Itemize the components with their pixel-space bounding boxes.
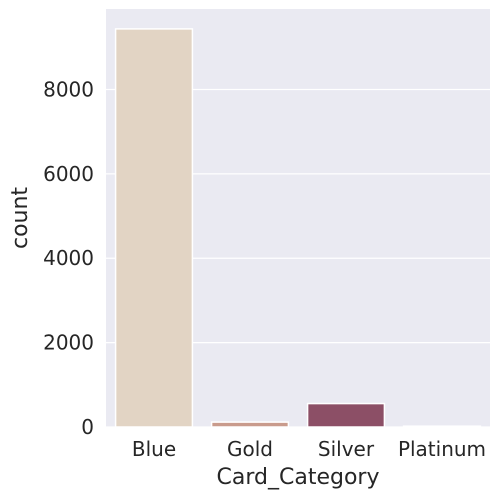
bar-blue xyxy=(114,28,194,428)
bar-gold xyxy=(210,421,290,428)
y-tick-label: 6000 xyxy=(43,162,94,186)
bar-platinum xyxy=(402,425,482,428)
x-axis-ticks: Blue Gold Silver Platinum xyxy=(132,437,486,461)
y-axis-ticks: 0 2000 4000 6000 8000 xyxy=(43,77,94,439)
x-tick-label: Silver xyxy=(318,437,375,461)
bar-silver xyxy=(306,402,386,428)
y-tick-label: 0 xyxy=(81,415,94,439)
y-axis-label: count xyxy=(8,187,33,249)
y-tick-label: 4000 xyxy=(43,246,94,270)
x-tick-label: Blue xyxy=(132,437,176,461)
bars xyxy=(114,28,482,428)
y-tick-label: 2000 xyxy=(43,331,94,355)
x-tick-label: Platinum xyxy=(398,437,486,461)
y-tick-label: 8000 xyxy=(43,77,94,101)
x-axis-label: Card_Category xyxy=(217,465,380,490)
x-tick-label: Gold xyxy=(227,437,273,461)
